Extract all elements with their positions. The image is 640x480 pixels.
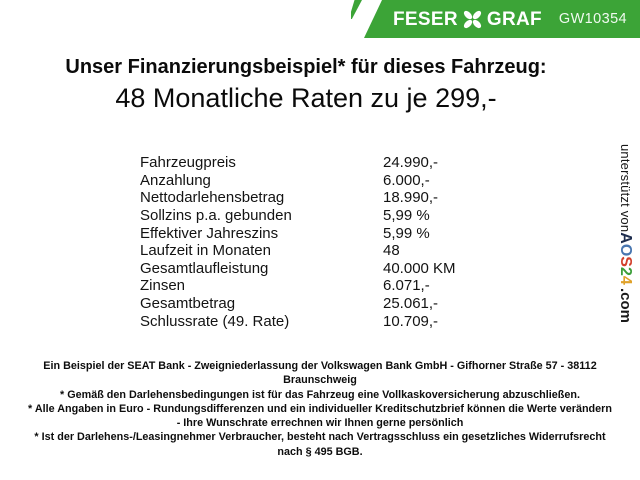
row-value: 10.709,- bbox=[383, 312, 439, 330]
page-title: Unser Finanzierungsbeispiel* für dieses … bbox=[65, 56, 547, 78]
brand-word-graf: GRAF bbox=[486, 8, 542, 30]
row-value: 5,99 % bbox=[383, 207, 430, 225]
row-label: Schlussrate (49. Rate) bbox=[140, 312, 290, 330]
brand-word-feser: FESER bbox=[393, 8, 458, 30]
table-row: Gesamtbetrag 25.061,- bbox=[140, 295, 456, 313]
table-row: Sollzins p.a. gebunden 5,99 % bbox=[140, 207, 456, 225]
legal-line: nach § 495 BGB. bbox=[277, 445, 363, 458]
row-value: 48 bbox=[383, 242, 400, 260]
feser-graf-logo: FESER GRAF bbox=[393, 10, 542, 29]
row-value: 18.990,- bbox=[383, 189, 439, 207]
aos24-domain-suffix: .com bbox=[617, 287, 634, 323]
row-label: Laufzeit in Monaten bbox=[140, 242, 271, 260]
supported-by-label: unterstützt von bbox=[618, 144, 633, 233]
row-value: 5,99 % bbox=[383, 224, 430, 242]
row-value: 40.000 KM bbox=[383, 259, 456, 277]
legal-line: * Alle Angaben in Euro - Rundungsdiffere… bbox=[28, 402, 612, 415]
row-label: Gesamtlaufleistung bbox=[140, 259, 269, 277]
aos24-logo-letter: 4 bbox=[617, 275, 634, 285]
table-row: Fahrzeugpreis 24.990,- bbox=[140, 154, 456, 172]
row-value: 6.000,- bbox=[383, 171, 430, 189]
aos24-logo-letter: S bbox=[617, 256, 634, 267]
legal-line: Ein Beispiel der SEAT Bank - Zweignieder… bbox=[43, 360, 597, 372]
row-value: 25.061,- bbox=[383, 295, 439, 313]
table-row: Schlussrate (49. Rate) 10.709,- bbox=[140, 312, 456, 330]
legal-line: - Ihre Wunschrate errechnen wir Ihnen ge… bbox=[176, 417, 464, 430]
aos24-logo-letter: O bbox=[617, 243, 634, 257]
table-row: Effektiver Jahreszins 5,99 % bbox=[140, 224, 456, 242]
legal-line: * Ist der Darlehens-/Leasingnehmer Verbr… bbox=[34, 431, 606, 444]
legal-fine-print: Ein Beispiel der SEAT Bank - Zweignieder… bbox=[0, 359, 640, 459]
legal-line: * Gemäß den Darlehensbedingungen ist für… bbox=[60, 388, 580, 401]
banner-accent-stripe bbox=[351, 0, 362, 19]
table-row: Gesamtlaufleistung 40.000 KM bbox=[140, 260, 456, 278]
row-label: Sollzins p.a. gebunden bbox=[140, 207, 292, 225]
legal-line: Braunschweig bbox=[283, 374, 357, 387]
row-label: Nettodarlehensbetrag bbox=[140, 189, 285, 207]
table-row: Laufzeit in Monaten 48 bbox=[140, 242, 456, 260]
supported-by-credit: unterstützt vonAOS24 .com bbox=[617, 144, 634, 323]
row-label: Fahrzeugpreis bbox=[140, 154, 236, 172]
row-value: 6.071,- bbox=[383, 277, 430, 295]
aos24-logo-letter: 2 bbox=[617, 266, 634, 276]
clover-icon bbox=[463, 10, 481, 28]
table-row: Anzahlung 6.000,- bbox=[140, 172, 456, 190]
row-label: Zinsen bbox=[140, 277, 186, 295]
page-subtitle-rate: 48 Monatliche Raten zu je 299,- bbox=[115, 83, 497, 113]
aos24-logo-letter: A bbox=[617, 232, 634, 244]
row-label: Anzahlung bbox=[140, 171, 211, 189]
title-block: Unser Finanzierungsbeispiel* für dieses … bbox=[0, 55, 612, 114]
row-label: Effektiver Jahreszins bbox=[140, 224, 279, 242]
brand-banner: FESER GRAF GW10354 bbox=[364, 0, 640, 38]
vehicle-code-badge: GW10354 bbox=[558, 10, 627, 27]
row-value: 24.990,- bbox=[383, 154, 439, 172]
row-label: Gesamtbetrag bbox=[140, 295, 236, 313]
table-row: Zinsen 6.071,- bbox=[140, 277, 456, 295]
finance-table: Fahrzeugpreis 24.990,- Anzahlung 6.000,-… bbox=[140, 154, 456, 330]
table-row: Nettodarlehensbetrag 18.990,- bbox=[140, 189, 456, 207]
